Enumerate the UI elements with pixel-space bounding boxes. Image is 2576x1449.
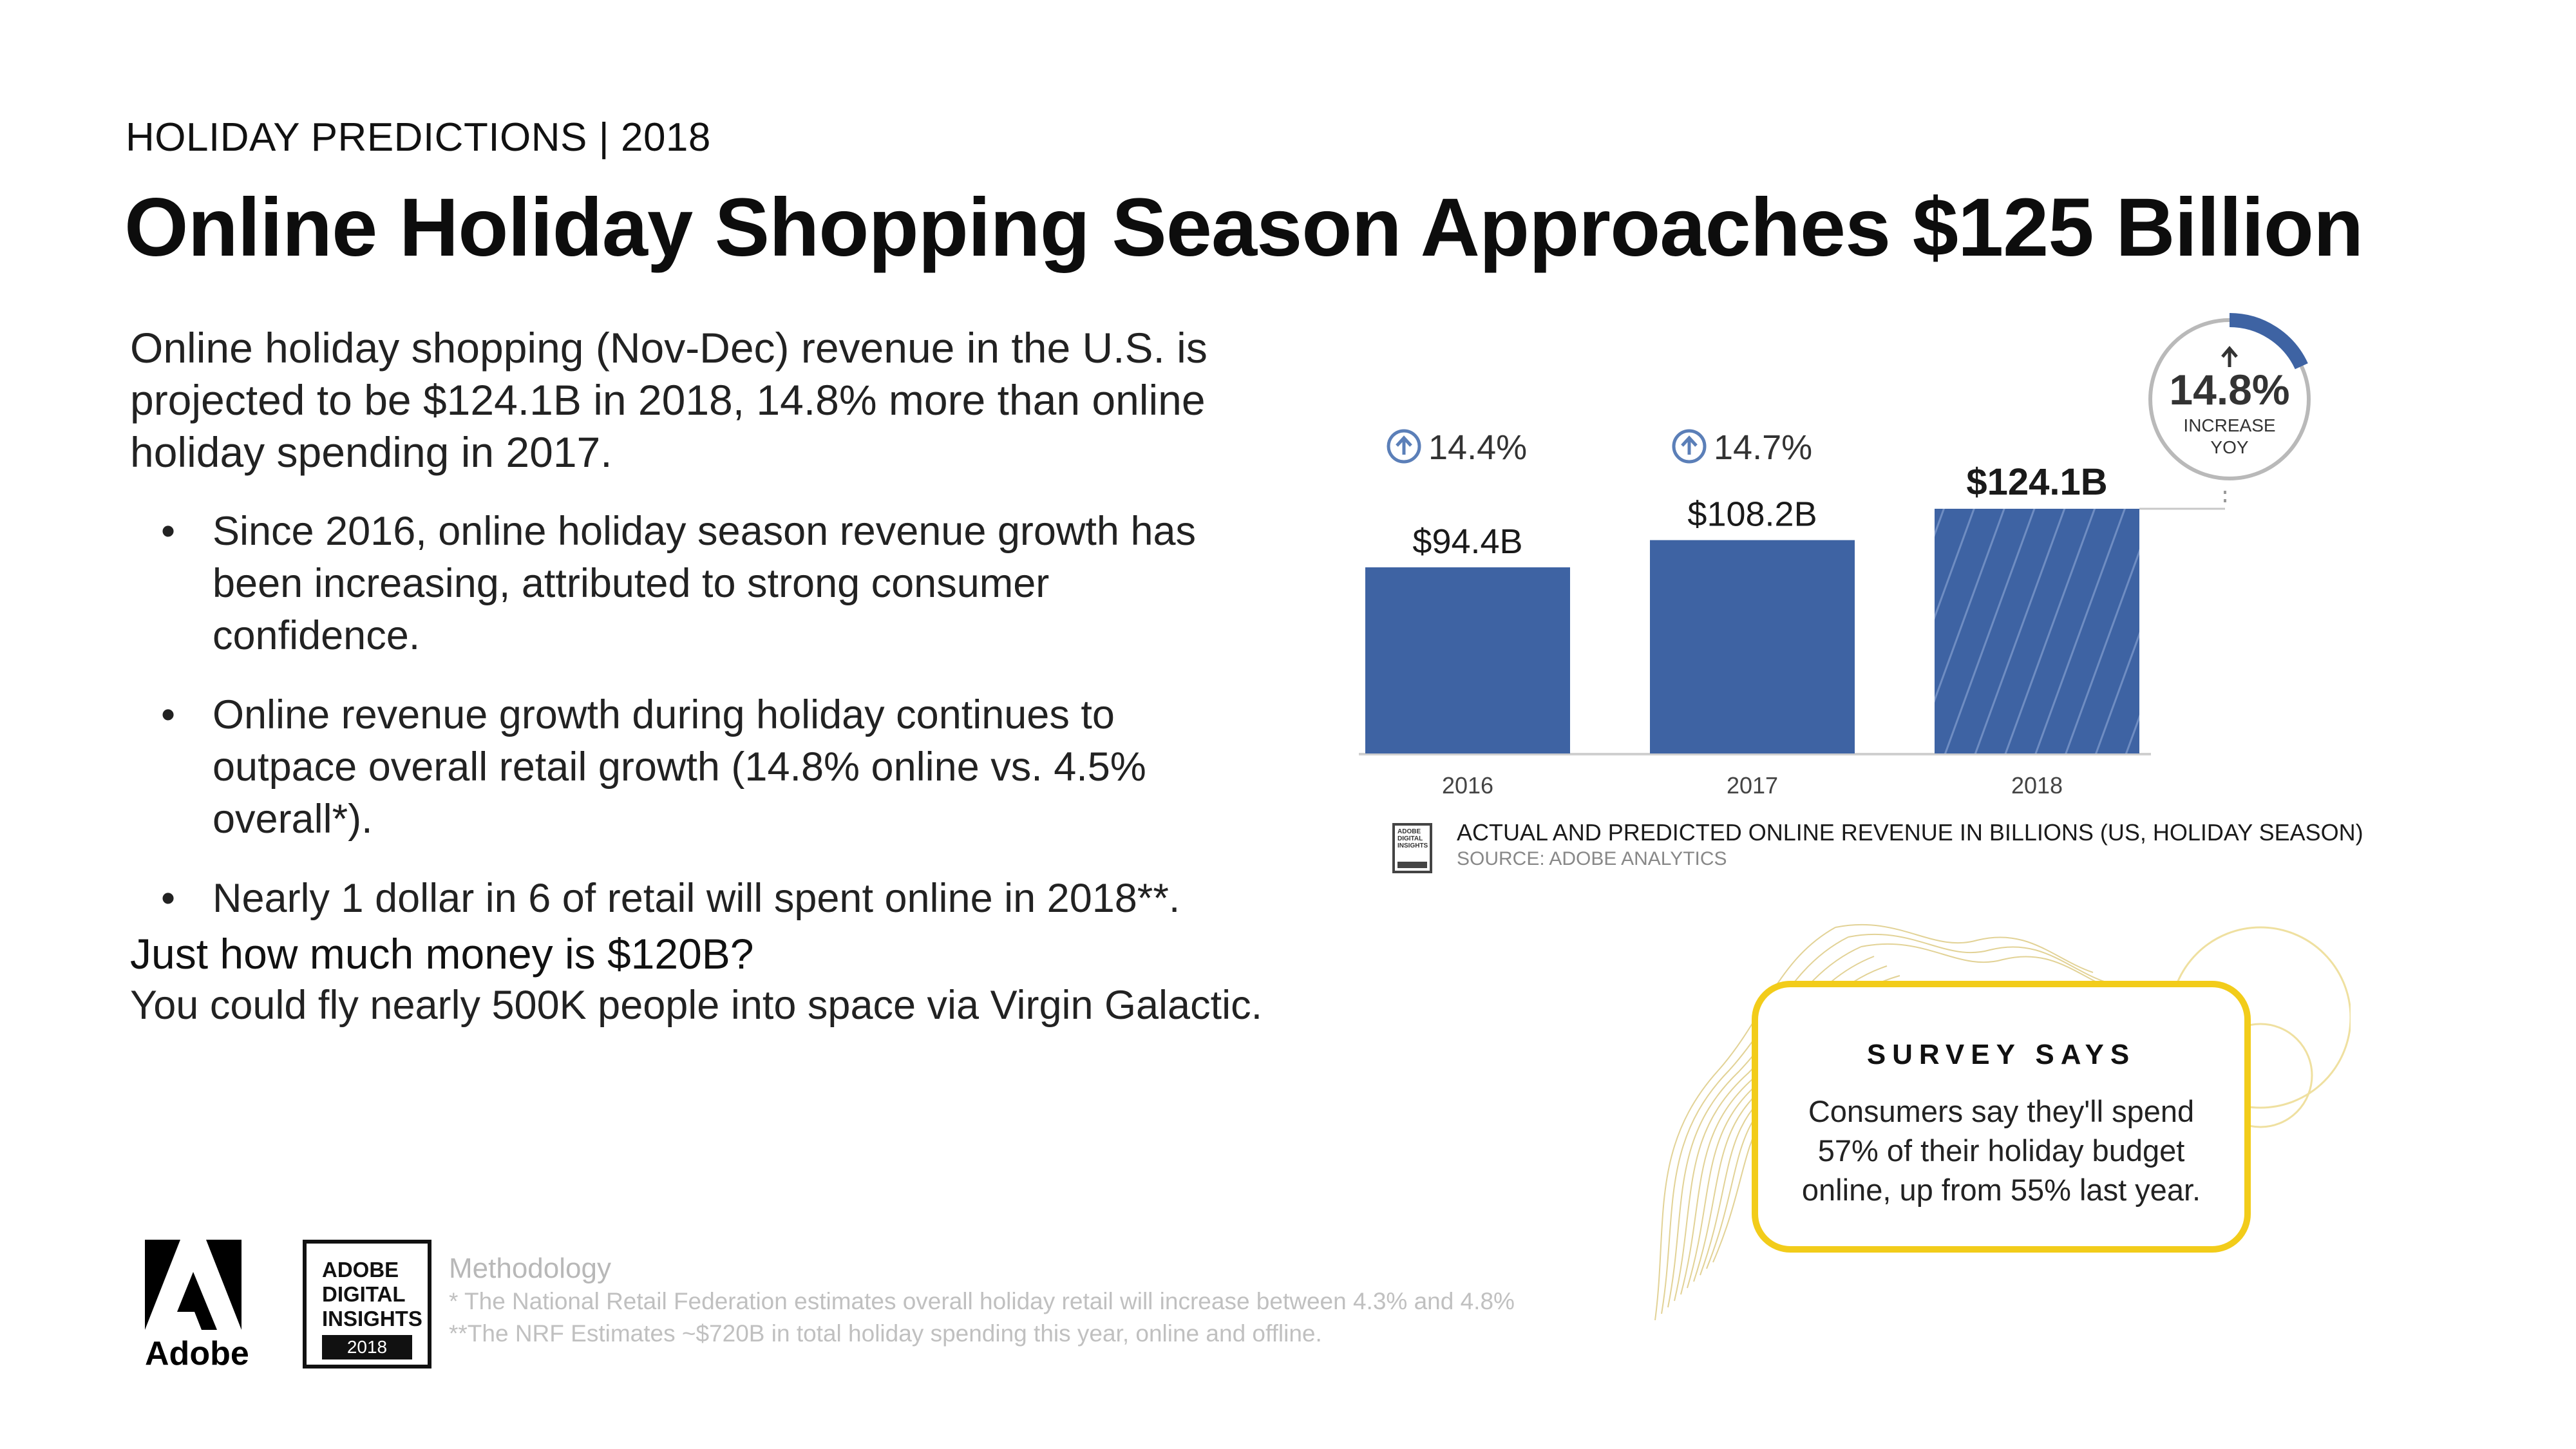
- eyebrow: HOLIDAY PREDICTIONS | 2018: [126, 115, 711, 160]
- survey-callout: [1752, 981, 2251, 1253]
- bullet-icon: •: [161, 509, 176, 554]
- adobe-digital-insights-badge: ADOBE DIGITAL INSIGHTS 2018: [303, 1240, 431, 1368]
- bar-2016: [1365, 567, 1570, 753]
- list-item: • Online revenue growth during holiday co…: [161, 689, 1243, 846]
- adobe-wordmark: Adobe: [145, 1335, 249, 1372]
- badge-line: DIGITAL: [322, 1282, 406, 1306]
- survey-body: Consumers say they'll spend 57% of their…: [1801, 1094, 2201, 1207]
- methodology-note: * The National Retail Federation estimat…: [449, 1288, 1515, 1314]
- growth-label: 14.7%: [1714, 428, 1812, 467]
- lead-paragraph: Online holiday shopping (Nov-Dec) revenu…: [130, 324, 1208, 476]
- methodology-title: Methodology: [449, 1253, 611, 1284]
- bullet-text: Online revenue growth during holiday con…: [213, 692, 1146, 842]
- page-title: Online Holiday Shopping Season Approache…: [124, 182, 2363, 274]
- chart-title: ACTUAL AND PREDICTED ONLINE REVENUE IN B…: [1457, 819, 2363, 846]
- question-body: You could fly nearly 500K people into sp…: [130, 983, 1263, 1028]
- x-tick-label: 2018: [2011, 772, 2063, 799]
- x-tick-label: 2017: [1727, 772, 1778, 799]
- up-arrow-shape: [1681, 435, 1698, 455]
- bar-value-label: $94.4B: [1412, 522, 1522, 561]
- adobe-logo-icon: [145, 1240, 242, 1330]
- badge-line: INSIGHTS: [322, 1307, 422, 1331]
- yoy-up-arrow-icon: [2221, 346, 2238, 367]
- bar-2017: [1650, 540, 1855, 753]
- revenue-bar-chart: $94.4B 2016 $108.2B 2017 $124.1B 2018 14.4% 14.…: [1359, 313, 2311, 799]
- up-arrow-shape: [1396, 435, 1412, 455]
- growth-label: 14.4%: [1428, 428, 1527, 467]
- yoy-line2: YOY: [2210, 437, 2248, 457]
- bullet-icon: •: [161, 692, 176, 737]
- yoy-line1: INCREASE: [2183, 415, 2275, 435]
- bar-value-label: $124.1B: [1966, 461, 2107, 503]
- survey-title: SURVEY SAYS: [1866, 1039, 2136, 1070]
- bullet-list: • Since 2016, online holiday season reven…: [161, 506, 1243, 952]
- bullet-icon: •: [161, 876, 176, 921]
- yoy-value: 14.8%: [2169, 366, 2289, 413]
- bar-2018: [1935, 509, 2139, 753]
- bar-value-label: $108.2B: [1687, 495, 1817, 534]
- x-tick-label: 2016: [1442, 772, 1493, 799]
- list-item: • Nearly 1 dollar in 6 of retail will spe…: [161, 873, 1243, 925]
- yoy-ring-progress: [2229, 313, 2308, 370]
- chart-source: SOURCE: ADOBE ANALYTICS: [1457, 848, 1727, 869]
- badge-year: 2018: [322, 1335, 412, 1359]
- question-title: Just how much money is $120B?: [130, 930, 754, 978]
- methodology-note: **The NRF Estimates ~$720B in total holi…: [449, 1320, 1322, 1347]
- list-item: • Since 2016, online holiday season reven…: [161, 506, 1243, 662]
- digital-insights-icon: ADOBE DIGITAL INSIGHTS: [1392, 823, 1432, 873]
- bullet-text: Since 2016, online holiday season revenu…: [213, 509, 1197, 658]
- bullet-text: Nearly 1 dollar in 6 of retail will spen…: [213, 876, 1180, 921]
- badge-line: ADOBE: [322, 1258, 399, 1282]
